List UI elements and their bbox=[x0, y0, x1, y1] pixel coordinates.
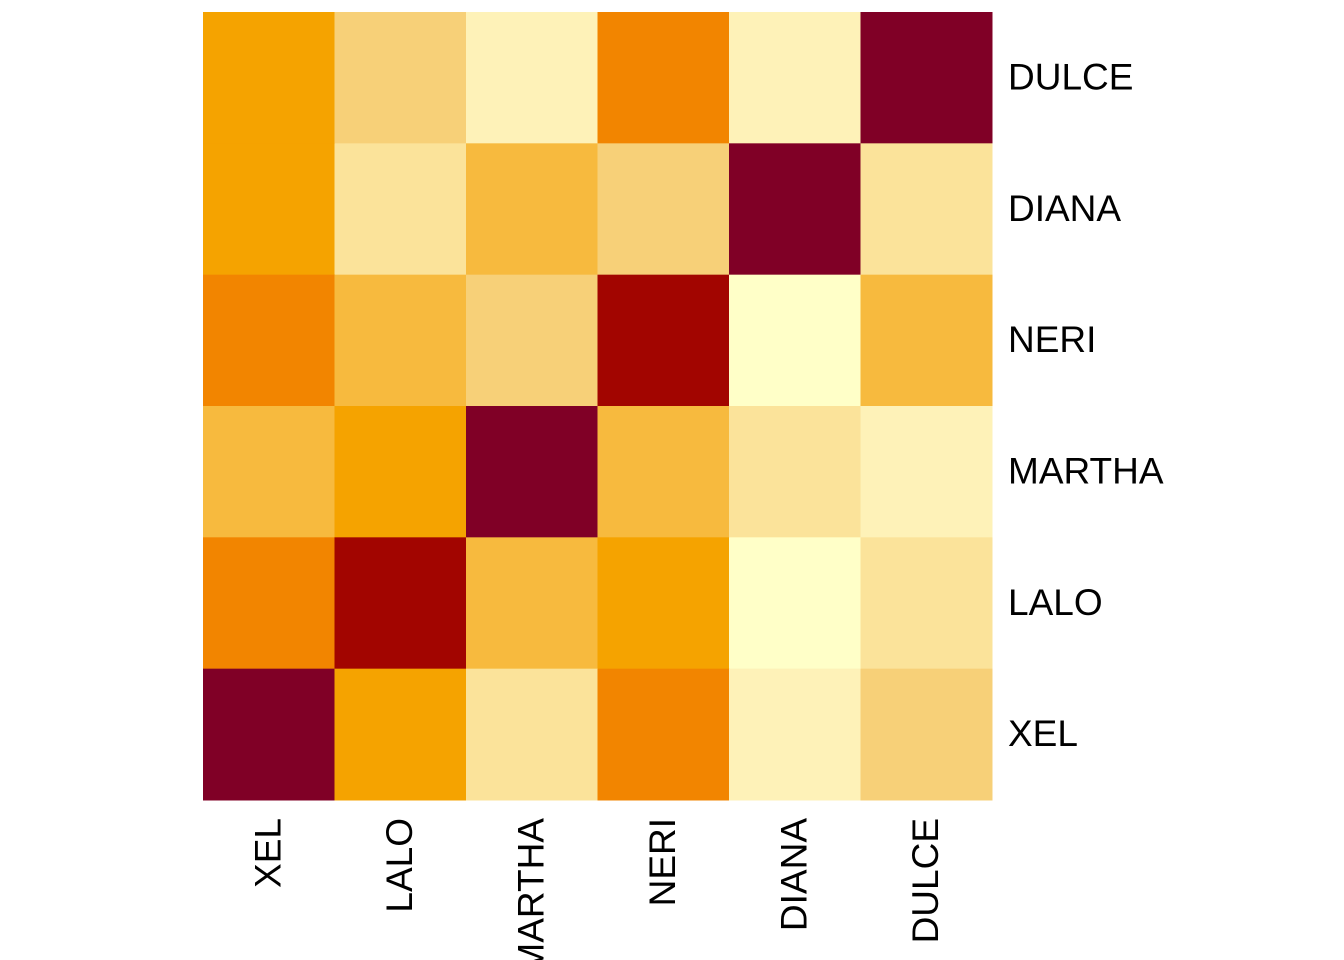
heatmap-cell bbox=[466, 12, 598, 144]
row-label: MARTHA bbox=[1008, 450, 1164, 491]
heatmap-cell bbox=[203, 274, 335, 407]
heatmap-cell bbox=[203, 406, 335, 538]
heatmap-cell bbox=[729, 537, 861, 670]
heatmap-cell bbox=[597, 406, 730, 538]
column-label: DULCE bbox=[905, 818, 946, 943]
heatmap-cell bbox=[597, 274, 730, 407]
heatmap-cell bbox=[334, 406, 467, 538]
row-label: DIANA bbox=[1008, 188, 1121, 229]
heatmap-cell bbox=[860, 537, 993, 670]
heatmap-cell bbox=[729, 274, 861, 407]
heatmap-cell bbox=[334, 274, 467, 407]
heatmap-cell bbox=[466, 406, 598, 538]
row-label: NERI bbox=[1008, 319, 1096, 360]
heatmap-cell bbox=[466, 668, 598, 801]
column-label: NERI bbox=[642, 818, 683, 906]
heatmap-cell bbox=[729, 668, 861, 801]
heatmap-cell bbox=[466, 537, 598, 670]
heatmap-cell bbox=[597, 537, 730, 670]
heatmap-cell bbox=[466, 274, 598, 407]
heatmap-cell bbox=[860, 668, 993, 801]
heatmap-cell bbox=[334, 668, 467, 801]
heatmap-cell bbox=[203, 537, 335, 670]
heatmap-cell bbox=[729, 143, 861, 276]
heatmap-cell bbox=[860, 12, 993, 144]
row-label: XEL bbox=[1008, 713, 1078, 754]
column-label: MARTHA bbox=[511, 818, 552, 960]
heatmap-cell bbox=[203, 143, 335, 276]
heatmap-cell bbox=[597, 668, 730, 801]
heatmap-cell bbox=[597, 12, 730, 144]
heatmap-cell bbox=[203, 12, 335, 144]
heatmap-cell bbox=[466, 143, 598, 276]
heatmap-cell bbox=[203, 668, 335, 801]
heatmap-cell bbox=[729, 406, 861, 538]
heatmap-cell bbox=[334, 12, 467, 144]
heatmap-cell bbox=[597, 143, 730, 276]
column-label: DIANA bbox=[774, 818, 815, 931]
heatmap-cell bbox=[334, 537, 467, 670]
heatmap-cell bbox=[729, 12, 861, 144]
column-label: LALO bbox=[379, 818, 420, 913]
row-label: DULCE bbox=[1008, 56, 1133, 97]
row-label: LALO bbox=[1008, 582, 1103, 623]
heatmap-cell bbox=[860, 274, 993, 407]
heatmap-cell bbox=[334, 143, 467, 276]
heatmap-cell bbox=[860, 406, 993, 538]
column-label: XEL bbox=[248, 818, 289, 888]
heatmap-cell bbox=[860, 143, 993, 276]
